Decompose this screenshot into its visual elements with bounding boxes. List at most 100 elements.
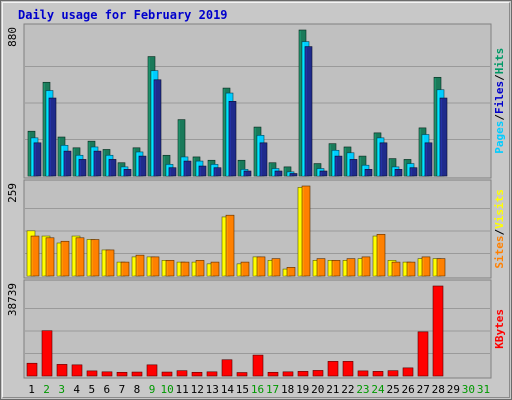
day-label-19: 19 xyxy=(296,383,309,396)
series-kbytes xyxy=(26,285,444,377)
bar-kbytes-day-1 xyxy=(26,362,38,377)
day-label-31: 31 xyxy=(477,383,490,396)
day-label-11: 11 xyxy=(176,383,189,396)
y-axis-max-label: 880 xyxy=(6,27,19,47)
bar-pages-day-10 xyxy=(168,167,177,177)
bar-sites-day-18 xyxy=(286,267,296,277)
bar-kbytes-day-24 xyxy=(372,371,384,377)
bar-sites-day-11 xyxy=(180,261,190,277)
bar-sites-day-5 xyxy=(90,239,100,277)
bar-kbytes-day-12 xyxy=(191,371,203,377)
side-legend-item: Pages xyxy=(493,121,506,154)
bar-sites-day-2 xyxy=(45,237,55,277)
bar-kbytes-day-17 xyxy=(267,371,279,377)
day-label-12: 12 xyxy=(191,383,204,396)
day-label-13: 13 xyxy=(206,383,219,396)
bar-kbytes-day-10 xyxy=(161,371,173,377)
side-legend-kbytes: KBytes xyxy=(493,309,506,349)
chart-panels: 880Pages/Files/Hits259Sites/Visits38739K… xyxy=(6,23,506,379)
bar-pages-day-8 xyxy=(138,155,147,177)
day-label-3: 3 xyxy=(58,383,65,396)
day-label-17: 17 xyxy=(266,383,279,396)
bar-kbytes-day-18 xyxy=(282,371,294,377)
day-label-25: 25 xyxy=(386,383,399,396)
bar-kbytes-day-8 xyxy=(131,371,143,377)
bar-sites-day-17 xyxy=(271,258,281,277)
bar-kbytes-day-4 xyxy=(71,364,83,377)
bar-pages-day-27 xyxy=(424,142,433,177)
side-legend-item: / xyxy=(493,114,506,121)
day-label-8: 8 xyxy=(134,383,141,396)
side-legend-item: Sites xyxy=(493,235,506,268)
bar-kbytes-day-13 xyxy=(206,371,218,377)
day-label-7: 7 xyxy=(119,383,126,396)
bar-pages-day-11 xyxy=(183,160,192,177)
bar-kbytes-day-28 xyxy=(432,285,444,377)
bar-kbytes-day-9 xyxy=(146,364,158,377)
bar-kbytes-day-25 xyxy=(387,370,399,377)
bar-sites-day-16 xyxy=(256,256,266,277)
day-label-18: 18 xyxy=(281,383,294,396)
bar-sites-day-7 xyxy=(120,261,130,277)
bar-sites-day-1 xyxy=(30,235,40,277)
day-label-30: 30 xyxy=(462,383,475,396)
bar-kbytes-day-11 xyxy=(176,370,188,377)
day-label-24: 24 xyxy=(371,383,385,396)
bar-sites-day-6 xyxy=(105,249,115,277)
side-legend-item: Files xyxy=(493,81,506,114)
bar-pages-day-12 xyxy=(198,165,207,177)
bar-sites-day-19 xyxy=(301,185,311,277)
bar-kbytes-day-27 xyxy=(417,331,429,377)
day-label-10: 10 xyxy=(160,383,173,396)
bar-pages-day-13 xyxy=(213,167,222,177)
day-label-14: 14 xyxy=(221,383,235,396)
bar-kbytes-day-6 xyxy=(101,371,113,377)
side-legend-item: / xyxy=(493,228,506,235)
y-axis-max-label: 259 xyxy=(6,183,19,203)
bar-sites-day-9 xyxy=(150,256,160,277)
bar-kbytes-day-22 xyxy=(342,361,354,377)
day-label-28: 28 xyxy=(432,383,445,396)
bar-sites-day-4 xyxy=(75,237,85,277)
day-label-22: 22 xyxy=(341,383,354,396)
bar-sites-day-28 xyxy=(436,258,446,277)
chart-title: Daily usage for February 2019 xyxy=(18,8,228,22)
bar-pages-day-20 xyxy=(319,170,328,177)
bar-sites-day-13 xyxy=(210,261,220,277)
bar-sites-day-3 xyxy=(60,240,70,277)
day-label-6: 6 xyxy=(104,383,111,396)
day-label-26: 26 xyxy=(402,383,415,396)
bar-sites-day-23 xyxy=(361,256,371,277)
bar-pages-day-28 xyxy=(439,97,448,177)
day-label-20: 20 xyxy=(311,383,324,396)
bar-sites-day-25 xyxy=(391,261,401,277)
bar-pages-day-16 xyxy=(259,142,268,177)
bar-sites-day-21 xyxy=(331,260,341,277)
bar-pages-day-23 xyxy=(364,169,373,177)
day-label-16: 16 xyxy=(251,383,264,396)
bar-pages-day-7 xyxy=(123,169,132,177)
bar-pages-day-9 xyxy=(153,79,162,177)
bar-sites-day-14 xyxy=(225,214,235,277)
day-label-9: 9 xyxy=(149,383,156,396)
bar-pages-day-14 xyxy=(228,101,237,177)
bar-sites-day-26 xyxy=(406,261,416,277)
bar-pages-day-4 xyxy=(78,159,87,177)
bar-sites-day-20 xyxy=(316,258,326,277)
bar-sites-day-12 xyxy=(195,260,205,277)
day-label-5: 5 xyxy=(88,383,95,396)
series-pages xyxy=(33,46,448,177)
bar-pages-day-3 xyxy=(63,150,72,177)
bar-kbytes-day-2 xyxy=(41,330,53,377)
bar-pages-day-26 xyxy=(409,167,418,177)
day-label-21: 21 xyxy=(326,383,339,396)
y-axis-max-label: 38739 xyxy=(6,283,19,316)
bar-sites-day-15 xyxy=(240,261,250,277)
panel-kbytes: 38739 KBytes xyxy=(6,279,506,379)
bar-sites-day-22 xyxy=(346,258,356,277)
bar-pages-day-19 xyxy=(304,46,313,177)
side-legend-item: KBytes xyxy=(493,309,506,349)
bar-sites-day-8 xyxy=(135,254,145,277)
